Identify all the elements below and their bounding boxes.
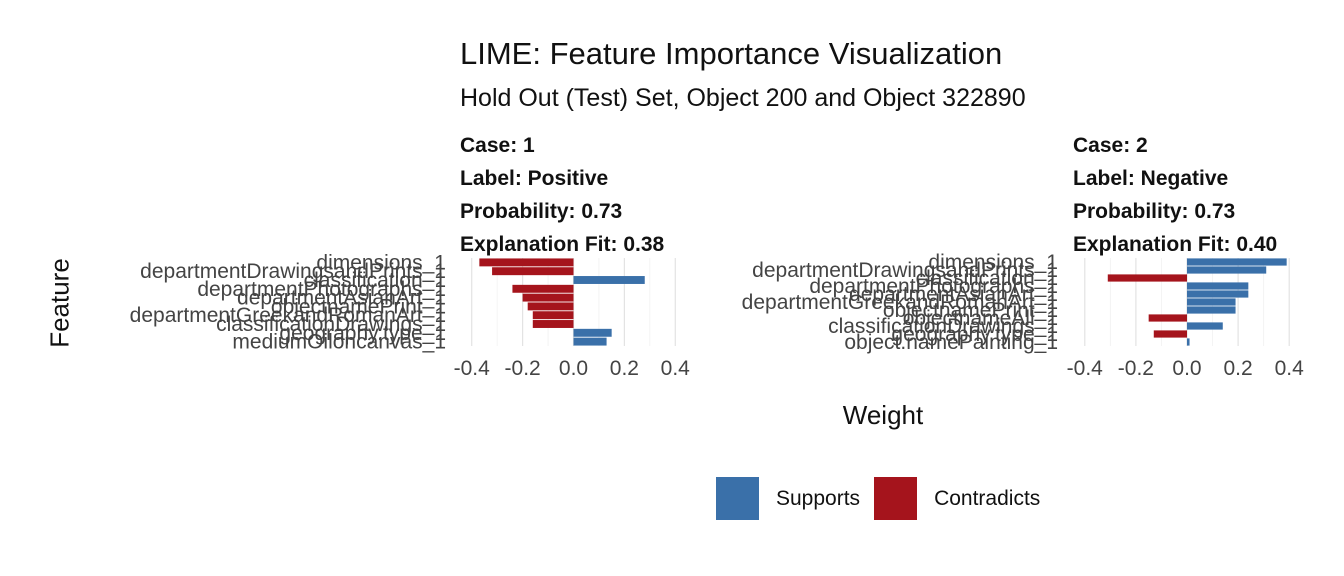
facet-1-label: Label: Positive	[460, 167, 609, 190]
y-tick-label-departmentGreekandRomanArt_1: departmentGreekandRomanArt_1	[742, 291, 1058, 314]
x-tick-label-1: -0.2	[505, 357, 541, 380]
y-tick-label-objectnamePrint_1: objectnamePrint_1	[883, 299, 1058, 322]
bar-geography.type_1	[573, 328, 612, 337]
y-tick-label-departmentPhotographs_1: departmentPhotographs_1	[809, 275, 1058, 298]
y-tick-label-geography.type_1: geography.type_1	[279, 322, 446, 345]
y-tick-label-classificationDrawings_1: classificationDrawings_1	[828, 315, 1058, 338]
chart-title: LIME: Feature Importance Visualization	[460, 36, 1003, 71]
facet-strip-1: Case: 1 Label: Positive Probability: 0.7…	[460, 129, 664, 261]
bar-objectnamePrint_1	[1187, 306, 1236, 314]
x-tick-label-3: 0.2	[610, 357, 639, 380]
y-tick-label-object.namePainting_1: object.namePainting_1	[844, 331, 1058, 354]
bar-departmentDrawingsandPrints_1	[492, 267, 574, 276]
bar-departmentPhotographs_1	[1187, 282, 1249, 290]
bar-classificationDrawings_1	[532, 320, 574, 328]
y-axis-title: Feature	[44, 258, 75, 348]
bar-classification_1	[1107, 274, 1187, 282]
y-tick-label-dimensions_1: dimensions_1	[316, 251, 446, 274]
bar-object.namePainting_1	[1187, 338, 1190, 346]
y-tick-label-objectnameAll_1: objectnameAll_1	[903, 307, 1058, 330]
bar-geography.type_1	[1153, 330, 1187, 338]
y-tick-label-classification_1: classification_1	[304, 269, 446, 292]
facet-1-case: Case: 1	[460, 134, 535, 157]
bar-objectnameAll_1	[1148, 314, 1187, 322]
y-tick-label-geography.type_1: geography.type_1	[891, 323, 1058, 346]
facet-2-case: Case: 2	[1073, 134, 1148, 157]
x-tick-label-0: -0.4	[454, 357, 491, 380]
facet-1-fit: Explanation Fit: 0.38	[460, 233, 665, 256]
legend-swatch-supports	[716, 477, 759, 520]
legend: Supports Contradicts	[716, 477, 1054, 520]
y-tick-label-mediumOiloncanvas_1: mediumOiloncanvas_1	[232, 331, 446, 354]
bar-departmentDrawingsandPrints_1	[1187, 266, 1267, 274]
bar-departmentGreekandRomanArt_1	[1187, 298, 1236, 306]
facet-panel-2: dimensions_1departmentDrawingsandPrints_…	[742, 251, 1304, 380]
x-tick-label-4: 0.4	[661, 357, 691, 380]
y-tick-label-departmentGreekandRomanArt_1: departmentGreekandRomanArt_1	[130, 304, 446, 327]
y-tick-label-departmentPhotographs_1: departmentPhotographs_1	[197, 278, 446, 301]
legend-item-contradicts: Contradicts	[874, 477, 1040, 520]
x-tick-label-2: 0.0	[559, 357, 588, 380]
legend-item-supports: Supports	[716, 477, 860, 520]
y-tick-label-departmentAsianArt_1: departmentAsianArt_1	[237, 287, 446, 310]
y-tick-label-departmentAsianArt_1: departmentAsianArt_1	[849, 283, 1058, 306]
facet-2-fit: Explanation Fit: 0.40	[1073, 233, 1278, 256]
bar-departmentAsianArt_1	[522, 293, 574, 302]
y-tick-label-classification_1: classification_1	[916, 267, 1058, 290]
facet-strip-2: Case: 2 Label: Negative Probability: 0.7…	[1073, 129, 1277, 261]
bar-classificationDrawings_1	[1187, 322, 1223, 330]
bar-dimensions_1	[479, 258, 574, 267]
x-tick-label-0: -0.4	[1067, 357, 1104, 380]
legend-swatch-contradicts	[874, 477, 918, 520]
legend-label-contradicts: Contradicts	[934, 486, 1041, 510]
bar-dimensions_1	[1187, 258, 1287, 266]
bar-objectnamePrint_1	[527, 302, 574, 311]
x-tick-label-4: 0.4	[1275, 357, 1305, 380]
bar-classification_1	[573, 276, 645, 284]
chart-subtitle: Hold Out (Test) Set, Object 200 and Obje…	[460, 84, 1026, 112]
bar-mediumOiloncanvas_1	[573, 337, 607, 346]
y-tick-label-departmentDrawingsandPrints_1: departmentDrawingsandPrints_1	[752, 259, 1058, 282]
x-tick-label-2: 0.0	[1172, 357, 1201, 380]
y-tick-label-objectnamePrint_1: objectnamePrint_1	[271, 295, 446, 318]
bar-departmentGreekandRomanArt_1	[532, 311, 574, 320]
bar-departmentPhotographs_1	[512, 284, 574, 293]
legend-label-supports: Supports	[776, 486, 861, 510]
facet-2-probability: Probability: 0.73	[1073, 200, 1236, 223]
x-axis-title: Weight	[842, 400, 924, 430]
y-tick-label-classificationDrawings_1: classificationDrawings_1	[216, 313, 446, 336]
x-tick-label-3: 0.2	[1224, 357, 1253, 380]
y-tick-label-departmentDrawingsandPrints_1: departmentDrawingsandPrints_1	[140, 260, 446, 283]
y-tick-label-dimensions_1: dimensions_1	[928, 251, 1058, 274]
bar-departmentAsianArt_1	[1187, 290, 1249, 298]
x-tick-label-1: -0.2	[1118, 357, 1154, 380]
facet-panel-1: dimensions_1departmentDrawingsandPrints_…	[130, 251, 691, 380]
facet-2-label: Label: Negative	[1073, 167, 1229, 190]
facet-1-probability: Probability: 0.73	[460, 200, 623, 223]
